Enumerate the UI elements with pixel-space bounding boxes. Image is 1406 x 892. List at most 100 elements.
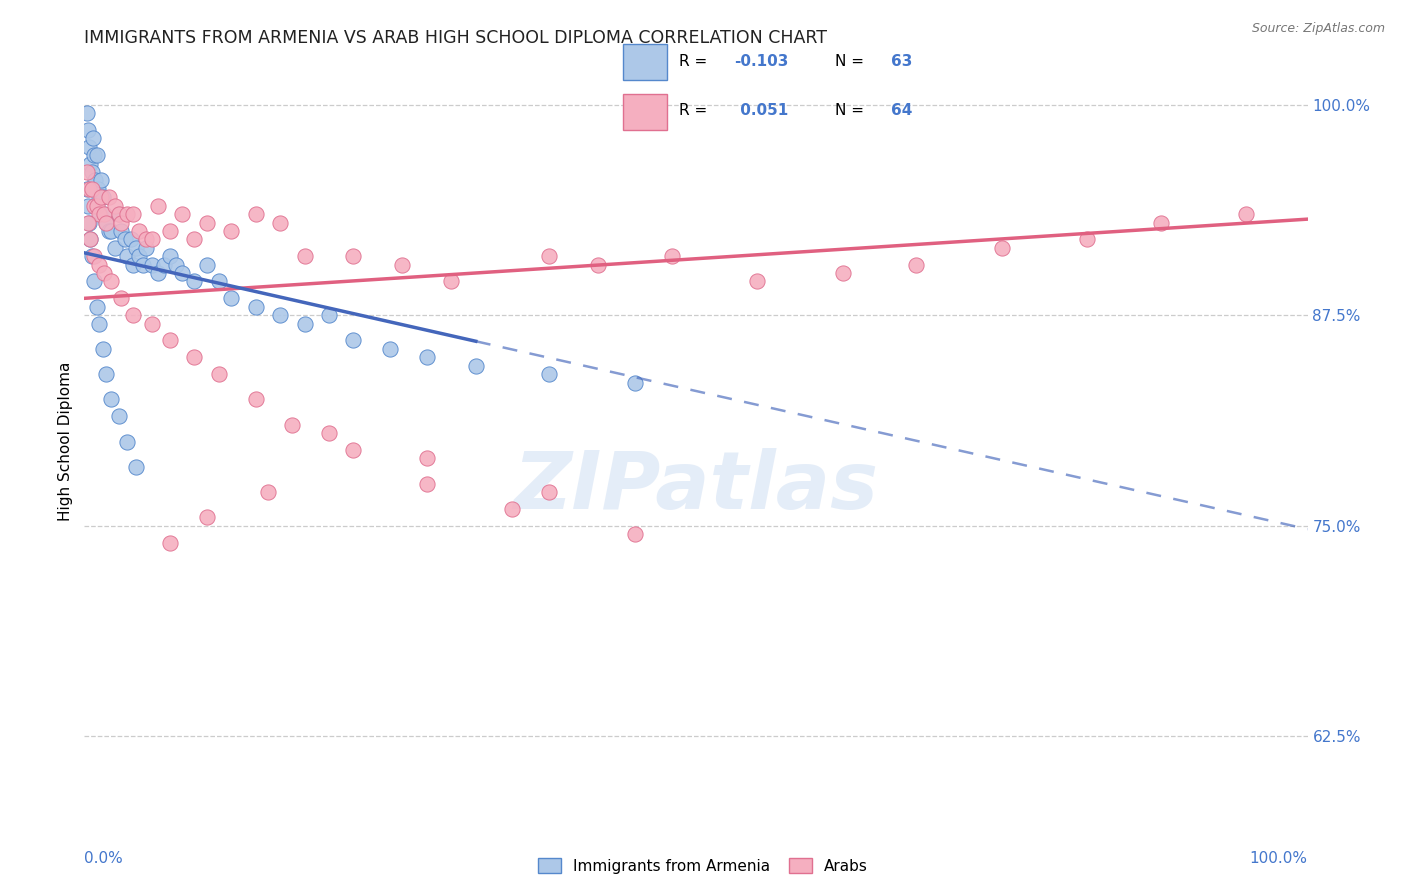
Point (208, 367, 231, 381)
Point (90, 173, 112, 187)
Point (183, 275, 205, 289)
Point (132, 258, 155, 272)
Point (122, 308, 145, 322)
Point (219, 224, 242, 238)
Point (416, 476, 439, 491)
Point (538, 367, 561, 381)
Point (80, 165, 103, 179)
Point (380, 342, 402, 356)
Point (342, 249, 364, 263)
Point (1076, 232, 1098, 246)
Point (195, 258, 218, 272)
Point (281, 417, 304, 432)
FancyBboxPatch shape (623, 44, 668, 79)
Point (87, 207, 110, 221)
Point (257, 485, 280, 500)
Point (77, 123, 100, 137)
Point (165, 258, 187, 272)
Point (107, 409, 129, 424)
Point (79, 232, 101, 246)
Point (115, 434, 138, 449)
Text: N =: N = (835, 54, 869, 69)
Point (342, 442, 364, 457)
Point (245, 392, 267, 407)
Point (661, 249, 683, 263)
Point (91, 342, 114, 356)
Point (208, 275, 231, 289)
Point (141, 258, 163, 272)
Text: N =: N = (835, 103, 869, 118)
Point (104, 241, 127, 255)
Point (115, 249, 138, 263)
Text: IMMIGRANTS FROM ARMENIA VS ARAB HIGH SCHOOL DIPLOMA CORRELATION CHART: IMMIGRANTS FROM ARMENIA VS ARAB HIGH SCH… (84, 29, 827, 47)
Point (79, 232, 101, 246)
Text: ZIPatlas: ZIPatlas (513, 448, 879, 526)
Point (159, 249, 181, 263)
Point (747, 275, 769, 289)
Point (219, 291, 242, 305)
Point (125, 459, 148, 474)
Point (245, 207, 267, 221)
Point (77, 139, 100, 153)
Point (122, 258, 145, 272)
Point (195, 510, 218, 524)
Point (172, 266, 194, 280)
Point (538, 249, 561, 263)
Point (440, 275, 463, 289)
Point (114, 232, 136, 246)
Point (93, 207, 115, 221)
Point (122, 207, 145, 221)
Point (245, 300, 267, 314)
Point (76, 106, 98, 120)
Point (831, 266, 853, 280)
Point (172, 207, 194, 221)
Y-axis label: High School Diploma: High School Diploma (58, 362, 73, 521)
Point (96, 215, 118, 229)
Point (159, 224, 181, 238)
Point (97, 224, 120, 238)
Point (991, 241, 1014, 255)
Text: R =: R = (679, 103, 711, 118)
Point (107, 207, 129, 221)
Point (76, 165, 98, 179)
Point (159, 535, 181, 549)
FancyBboxPatch shape (623, 95, 668, 130)
Point (391, 258, 413, 272)
Text: 0.051: 0.051 (734, 103, 787, 118)
Point (83, 199, 105, 213)
Point (120, 232, 142, 246)
Text: R =: R = (679, 54, 711, 69)
Point (905, 258, 928, 272)
Point (87, 190, 110, 204)
Point (115, 207, 138, 221)
Point (110, 224, 132, 238)
Point (141, 232, 163, 246)
Point (79, 156, 101, 170)
Point (83, 275, 105, 289)
Point (87, 258, 110, 272)
Point (93, 266, 115, 280)
Point (183, 232, 205, 246)
Point (82, 131, 104, 145)
Point (104, 199, 127, 213)
Text: 64: 64 (891, 103, 912, 118)
Point (87, 182, 110, 196)
Point (110, 291, 132, 305)
Point (96, 215, 118, 229)
Point (195, 215, 218, 229)
Point (77, 215, 100, 229)
Point (586, 258, 609, 272)
Point (342, 334, 364, 348)
Point (76, 182, 98, 196)
Point (83, 148, 105, 162)
Point (153, 258, 176, 272)
Point (91, 190, 114, 204)
Point (128, 249, 150, 263)
Point (100, 275, 122, 289)
Point (416, 451, 439, 466)
Point (159, 334, 181, 348)
Point (128, 224, 150, 238)
Point (125, 241, 148, 255)
Point (77, 182, 100, 196)
Point (416, 351, 439, 365)
